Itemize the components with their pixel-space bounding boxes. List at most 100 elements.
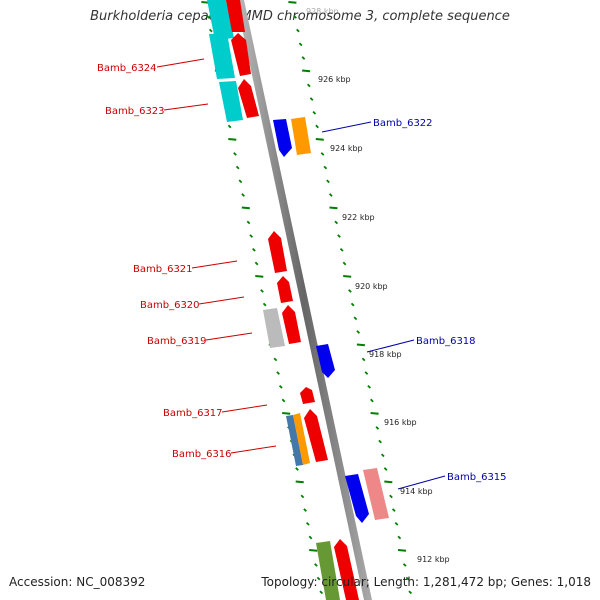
gene-features — [207, 0, 389, 600]
major-tick — [356, 343, 365, 347]
minor-tick — [306, 83, 311, 88]
minor-tick — [328, 193, 333, 197]
minor-tick — [339, 247, 344, 252]
minor-tick — [254, 261, 259, 266]
tick-label: 916 kbp — [384, 418, 417, 427]
minor-tick — [370, 398, 374, 403]
topology-text: Topology: circular; Length: 1,281,472 bp… — [261, 575, 591, 589]
minor-tick — [305, 521, 310, 526]
page-title: Burkholderia cepacia AMMD chromosome 3, … — [90, 9, 510, 24]
minor-tick — [402, 563, 407, 567]
gene-blue[interactable] — [316, 344, 335, 378]
minor-tick — [233, 152, 237, 156]
major-tick — [282, 412, 291, 415]
minor-tick — [389, 494, 393, 499]
minor-tick — [315, 124, 319, 129]
gene-label[interactable]: Bamb_6321 — [133, 264, 193, 275]
gene-label[interactable]: Bamb_6317 — [163, 408, 223, 419]
minor-tick — [320, 152, 325, 156]
minor-tick — [375, 426, 380, 430]
tick-label: 924 kbp — [330, 144, 363, 153]
chromosome-backbone — [236, 0, 372, 600]
minor-tick — [278, 384, 283, 389]
minor-tick — [408, 590, 413, 595]
gene-orange[interactable] — [293, 413, 310, 465]
gene-red[interactable] — [282, 305, 301, 344]
minor-tick — [323, 165, 328, 170]
tick-label: 926 kbp — [318, 75, 351, 84]
minor-tick — [312, 110, 317, 115]
gene-label[interactable]: Bamb_6323 — [105, 106, 165, 117]
gene-label[interactable]: Bamb_6324 — [97, 63, 157, 74]
gene-red[interactable] — [226, 0, 245, 32]
major-tick — [228, 138, 237, 141]
gene-olive[interactable] — [316, 541, 340, 600]
major-tick — [384, 480, 393, 484]
minor-tick — [378, 439, 382, 444]
minor-tick — [241, 193, 245, 197]
major-tick — [315, 138, 324, 141]
minor-tick — [252, 247, 256, 252]
gene-blue[interactable] — [345, 474, 369, 523]
major-tick — [295, 480, 304, 484]
minor-tick — [326, 179, 330, 184]
gene-cyan[interactable] — [219, 81, 243, 122]
gene-label[interactable]: Bamb_6315 — [447, 472, 507, 483]
gene-red[interactable] — [238, 79, 259, 118]
minor-tick — [301, 56, 306, 60]
gene-label[interactable]: Bamb_6318 — [416, 336, 476, 347]
gene-red[interactable] — [300, 387, 315, 404]
minor-tick — [227, 124, 232, 129]
minor-tick — [276, 371, 280, 375]
gene-red[interactable] — [268, 231, 287, 273]
gene-red[interactable] — [304, 409, 328, 462]
minor-tick — [235, 165, 240, 170]
minor-tick — [316, 576, 321, 581]
minor-tick — [342, 261, 347, 266]
minor-tick — [296, 28, 300, 33]
tick-labels: 928 kbp 926 kbp 924 kbp 922 kbp 920 kbp … — [306, 7, 450, 564]
minor-tick — [319, 590, 324, 595]
gene-red[interactable] — [231, 33, 251, 76]
gene-label[interactable]: Bamb_6316 — [172, 449, 232, 460]
gene-red[interactable] — [277, 276, 293, 303]
gene-label[interactable]: Bamb_6320 — [140, 300, 200, 311]
minor-tick — [238, 179, 243, 184]
minor-tick — [300, 494, 305, 499]
tick-label: 914 kbp — [400, 487, 433, 496]
tick-label: 912 kbp — [417, 555, 450, 564]
accession-text: Accession: NC_008392 — [9, 575, 146, 589]
major-tick — [370, 412, 379, 415]
gene-pink[interactable] — [363, 468, 389, 520]
major-tick — [309, 549, 318, 552]
gene-blue[interactable] — [273, 119, 292, 157]
gene-grey[interactable] — [263, 308, 285, 348]
minor-tick — [391, 508, 396, 512]
gene-red[interactable] — [334, 539, 359, 600]
gene-cyan[interactable] — [207, 0, 234, 40]
minor-tick — [295, 467, 299, 471]
minor-tick — [314, 563, 318, 567]
minor-tick — [246, 220, 251, 225]
right-tick-track — [288, 1, 413, 595]
gene-cyan[interactable] — [209, 33, 235, 79]
minor-tick — [249, 234, 254, 238]
gene-label[interactable]: Bamb_6319 — [147, 336, 207, 347]
gene-label[interactable]: Bamb_6322 — [373, 118, 433, 129]
minor-tick — [350, 302, 355, 307]
minor-tick — [353, 316, 358, 321]
gene-labels-left: Bamb_6324 Bamb_6323 Bamb_6321 Bamb_6320 … — [97, 63, 232, 460]
minor-tick — [394, 521, 399, 526]
major-tick — [241, 206, 250, 210]
gene-steelblue[interactable] — [286, 415, 303, 466]
minor-tick — [262, 302, 267, 307]
minor-tick — [260, 289, 264, 293]
minor-tick — [293, 15, 297, 19]
minor-tick — [383, 467, 388, 471]
minor-tick — [397, 535, 402, 540]
gene-orange[interactable] — [291, 117, 311, 155]
minor-tick — [273, 357, 278, 362]
minor-tick — [367, 384, 371, 389]
